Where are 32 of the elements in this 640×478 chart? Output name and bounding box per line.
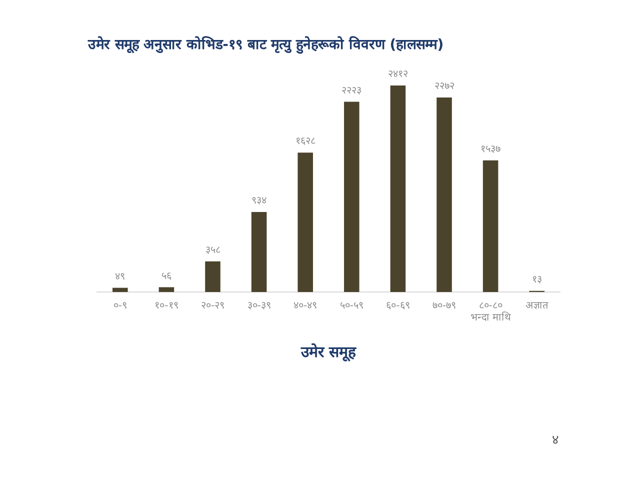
bar [205,261,220,292]
x-tick-label: ७०-७९ [432,300,456,312]
chart-title: उमेर समूह अनुसार कोभिड-१९ बाट मृत्यु हुनेहरूको विवरण (हालसम्म) [88,35,444,53]
bar [298,152,313,292]
data-label: १६२८ [295,136,316,148]
x-tick-label: ४०-४९ [294,300,318,312]
data-label: १५३७ [480,144,501,156]
data-label: २२७२ [434,81,454,92]
bar [344,102,360,292]
data-label: २४१२ [388,69,408,80]
text: ४ [552,432,559,448]
data-label: ९३४ [252,196,267,207]
data-label: १३ [532,274,542,286]
x-tick-label: २०-२९ [200,300,225,312]
data-label: २२२३ [342,85,362,96]
x-axis-title: उमेर समूह [300,342,358,362]
x-tick-label: ०-९ [113,300,127,312]
data-label: ५६ [161,270,172,282]
x-tick-label: ५०-५९ [340,300,364,312]
bar [112,288,128,292]
x-tick-label: ३०-३९ [247,300,271,312]
bar [482,160,498,292]
bar [251,212,267,292]
bar [158,287,174,292]
bar [390,86,406,292]
x-tick-label: ८०-८० भन्दा माथि [470,300,512,324]
x-tick-label: १०-१९ [154,300,178,312]
data-label: ४९ [115,271,126,282]
bar [436,98,452,292]
x-tick-label: ६०-६९ [386,300,410,312]
data-label: ३५८ [205,244,220,256]
x-tick-label: अज्ञात [525,300,548,312]
